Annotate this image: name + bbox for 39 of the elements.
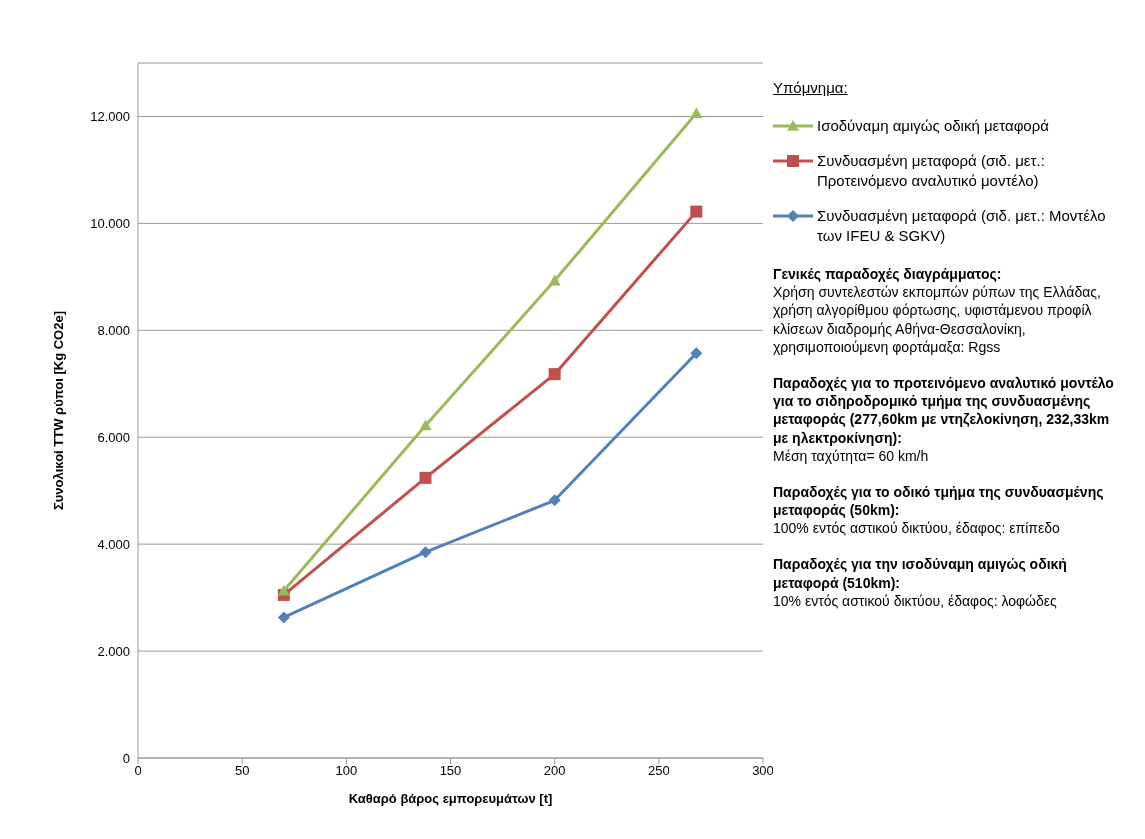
point	[548, 274, 561, 286]
x-axis-title: Καθαρό βάρος εμπορευμάτων [t]	[348, 791, 553, 806]
x-tick-label: 150	[439, 763, 462, 779]
x-tick-label: 250	[647, 763, 670, 779]
point	[277, 611, 290, 624]
point	[277, 584, 290, 596]
text: Μέση ταχύτητα= 60 km/h	[773, 446, 930, 465]
point	[690, 347, 703, 360]
x-tick-label: 50	[234, 763, 250, 779]
y-tick-label: 0	[122, 750, 130, 766]
point	[690, 107, 703, 119]
text: Χρήση συντελεστών εκπομπών ρύπων της Ελλάδας, χρήση αλγορίθμου φόρτωσης, υφιστάμενου προφίλ κλίσεων διαδρομής Αθήνα-Θεσσαλονίκη, χρησιμοποιούμενη φορτάμαξα: Rgss	[773, 283, 1102, 356]
x-tick-label: 300	[752, 763, 774, 779]
x-tick-label: 0	[134, 763, 142, 779]
legend-label: Συνδυασμένη μεταφορά (σιδ. μετ.: Προτεινόμενο αναλυτικό μοντέλο)	[817, 151, 1046, 190]
y-tick-label: 8.000	[97, 322, 130, 338]
point	[690, 205, 703, 218]
text: 100% εντός αστικού δικτύου, έδαφος: επίπεδο	[773, 519, 1061, 538]
y-tick-label: 10.000	[90, 216, 130, 231]
point	[419, 546, 432, 559]
point	[548, 494, 561, 507]
x-tick-label: 200	[543, 763, 566, 779]
text: Παραδοχές για το προτεινόμενο αναλυτικό μοντέλο για το σιδηροδρομικό τμήμα της συνδυασμένης μεταφοράς (277,60km με ντηζελοκίνηση, 232,33km με ηλεκτροκίνηση):	[773, 373, 1115, 447]
point	[548, 368, 561, 381]
text: Παραδοχές για το οδικό τμήμα της συνδυασμένης μεταφοράς (50km):	[773, 482, 1105, 520]
y-tick-label: 6.000	[97, 429, 130, 445]
point	[419, 419, 432, 431]
text: Γενικές παραδοχές διαγράμματος:	[773, 265, 1003, 284]
legend-label: Ισοδύναμη αμιγώς οδική μεταφορά	[817, 115, 1049, 135]
y-axis-title: Συνολικοί TTW ρύποι [Kg CO2e]	[50, 310, 66, 511]
y-tick-label: 4.000	[97, 536, 130, 552]
legend-title: Υπόμνημα:	[773, 78, 849, 98]
legend-label: Συνδυασμένη μεταφορά (σιδ. μετ.: Μοντέλο των IFEU & SGKV)	[817, 206, 1107, 245]
point	[419, 471, 432, 484]
y-tick-label: 12.000	[90, 109, 130, 125]
y-tick-label: 2.000	[97, 643, 130, 659]
text: Παραδοχές για την ισοδύναμη αμιγώς οδική μεταφορά (510km):	[773, 555, 1068, 592]
text: 10% εντός αστικού δικτύου, έδαφος: λοφώδες	[773, 591, 1058, 610]
x-tick-label: 100	[335, 763, 358, 779]
